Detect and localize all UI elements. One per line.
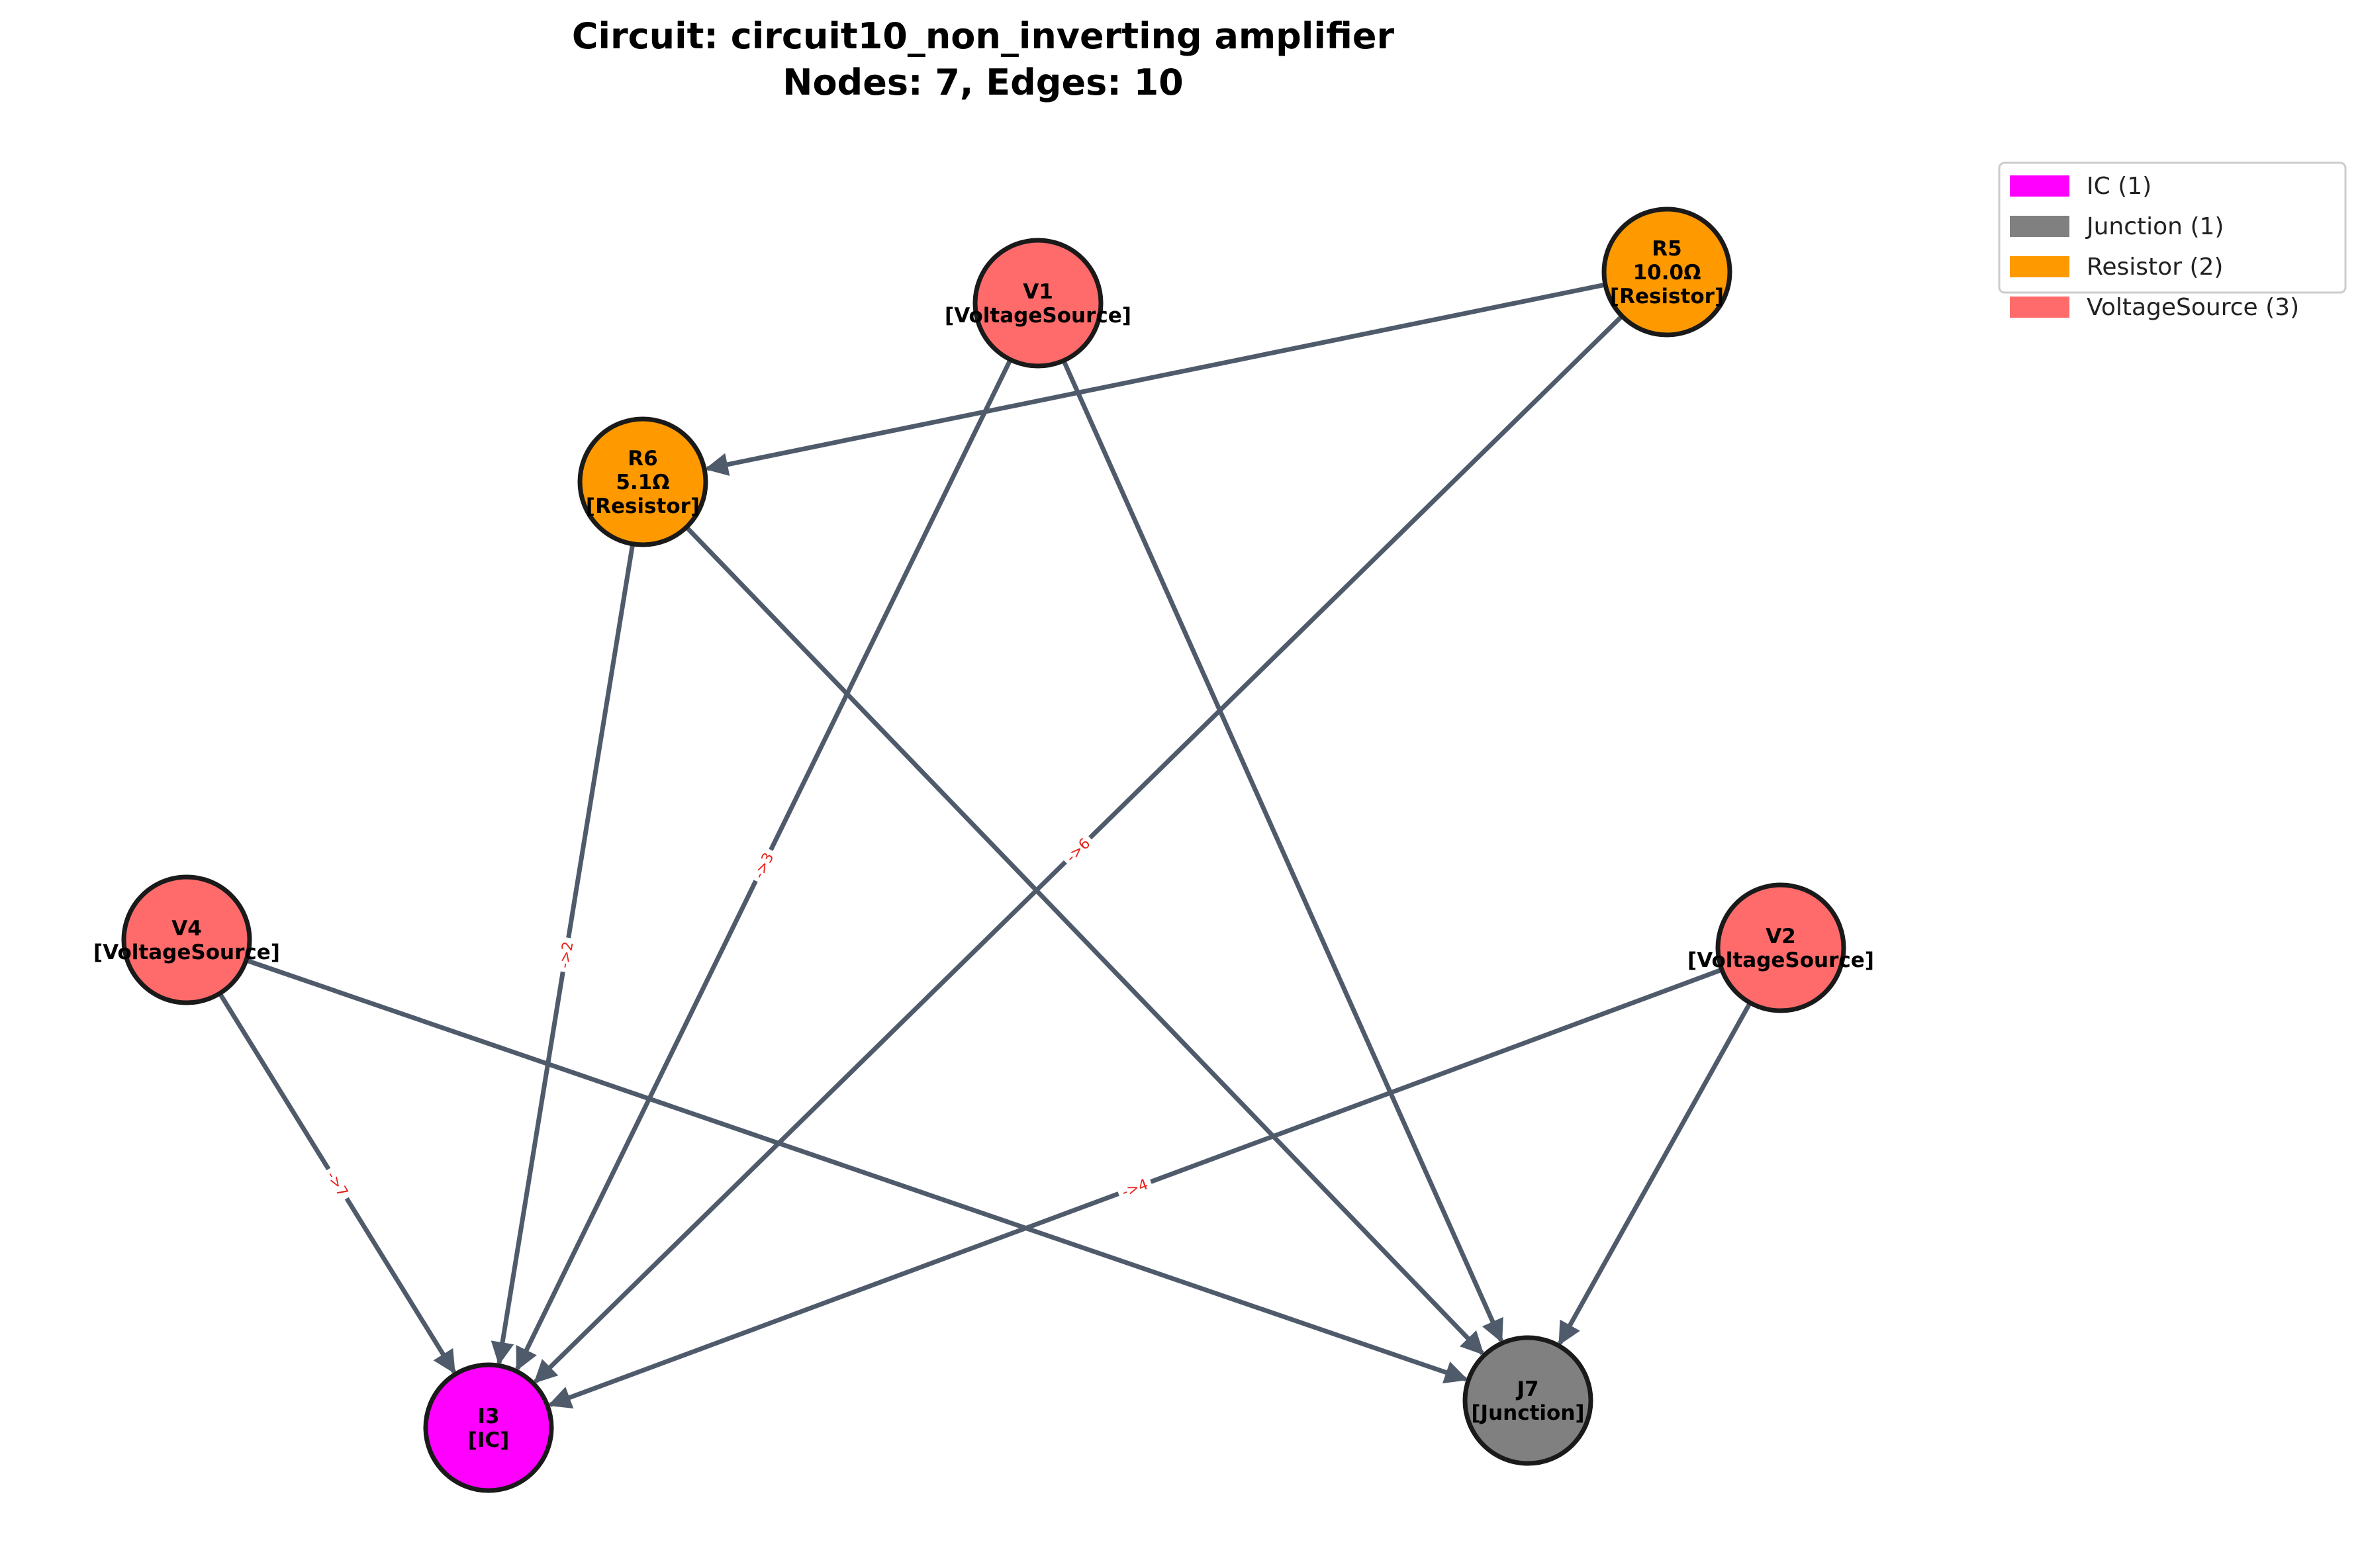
title-line-1: Circuit: circuit10_non_inverting amplifi…: [572, 15, 1395, 57]
node-r6[interactable]: R65.1Ω[Resistor]: [577, 416, 708, 547]
node-label: R5: [1652, 237, 1681, 261]
node-label: [Resistor]: [1610, 285, 1724, 308]
legend-item: Resistor (2): [2010, 254, 2223, 281]
node-label: I3: [477, 1405, 499, 1428]
node-label: 5.1Ω: [616, 471, 669, 494]
node-circle: [1715, 882, 1846, 1013]
edge-v4-j7: [245, 958, 1468, 1384]
legend-swatch-voltage-source: [2010, 297, 2069, 318]
edge-label-text: ->4: [1119, 1176, 1151, 1201]
legend-swatch-ic: [2010, 175, 2069, 197]
node-v2[interactable]: V2[VoltageSource]: [1687, 882, 1874, 1013]
node-label: [Resistor]: [586, 494, 700, 518]
node-circle: [1462, 1335, 1593, 1466]
edge-label: ->3: [747, 845, 779, 886]
node-label: V2: [1766, 925, 1796, 948]
node-i3[interactable]: I3[IC]: [423, 1362, 554, 1493]
legend-label: Resistor (2): [2087, 254, 2223, 281]
node-label: [VoltageSource]: [945, 304, 1131, 328]
legend: IC (1) Junction (1) Resistor (2) Voltage…: [1998, 161, 2347, 321]
legend-swatch-junction: [2010, 216, 2069, 237]
node-label: V1: [1023, 280, 1053, 304]
node-circle: [121, 874, 252, 1005]
edge-label-background: [1059, 831, 1097, 869]
node-circle: [577, 416, 708, 547]
edge-label: ->2: [553, 936, 578, 974]
title-line-2: Nodes: 7, Edges: 10: [782, 62, 1184, 103]
edge-label-background: [320, 1164, 355, 1203]
legend-label: VoltageSource (3): [2087, 294, 2299, 321]
legend-label: Junction (1): [2085, 213, 2224, 240]
node-label: R6: [628, 447, 657, 471]
edge-v1-j7: [1061, 359, 1503, 1343]
edge-label: ->4: [1115, 1173, 1155, 1203]
node-label: V4: [171, 917, 202, 941]
node-v1[interactable]: V1[VoltageSource]: [945, 238, 1131, 369]
edge-label-background: [553, 936, 578, 974]
edge-label-background: [747, 845, 779, 886]
node-label: [VoltageSource]: [1687, 948, 1874, 972]
edge-label-text: ->2: [556, 941, 577, 970]
edge-r5-r6: [704, 282, 1606, 476]
edge-r6-j7: [685, 525, 1484, 1356]
node-label: [IC]: [468, 1428, 510, 1452]
legend-frame: [1998, 161, 2347, 294]
legend-label: IC (1): [2087, 173, 2151, 200]
diagram-title: Circuit: circuit10_non_inverting amplifi…: [572, 15, 1395, 103]
legend-item: VoltageSource (3): [2010, 294, 2299, 321]
legend-swatch-resistor: [2010, 256, 2069, 277]
edges-layer: [218, 282, 1752, 1408]
node-circle: [1601, 207, 1732, 338]
node-circle: [972, 238, 1104, 369]
node-label: 10.0Ω: [1633, 261, 1701, 285]
node-label: [Junction]: [1471, 1401, 1584, 1425]
node-v4[interactable]: V4[VoltageSource]: [93, 874, 280, 1005]
edge-labels-layer: ->3 ->6->2->7 ->4: [320, 831, 1155, 1203]
nodes-layer: V1[VoltageSource]R510.0Ω[Resistor]R65.1Ω…: [93, 207, 1874, 1493]
edge-v2-j7: [1558, 1001, 1752, 1346]
legend-item: Junction (1): [2010, 213, 2224, 240]
edge-label: ->7: [320, 1164, 355, 1203]
node-label: [VoltageSource]: [93, 941, 280, 964]
node-j7[interactable]: J7[Junction]: [1462, 1335, 1593, 1466]
node-label: J7: [1515, 1377, 1538, 1401]
edge-label-background: [1115, 1173, 1155, 1203]
node-circle: [423, 1362, 554, 1493]
legend-item: IC (1): [2010, 173, 2151, 200]
